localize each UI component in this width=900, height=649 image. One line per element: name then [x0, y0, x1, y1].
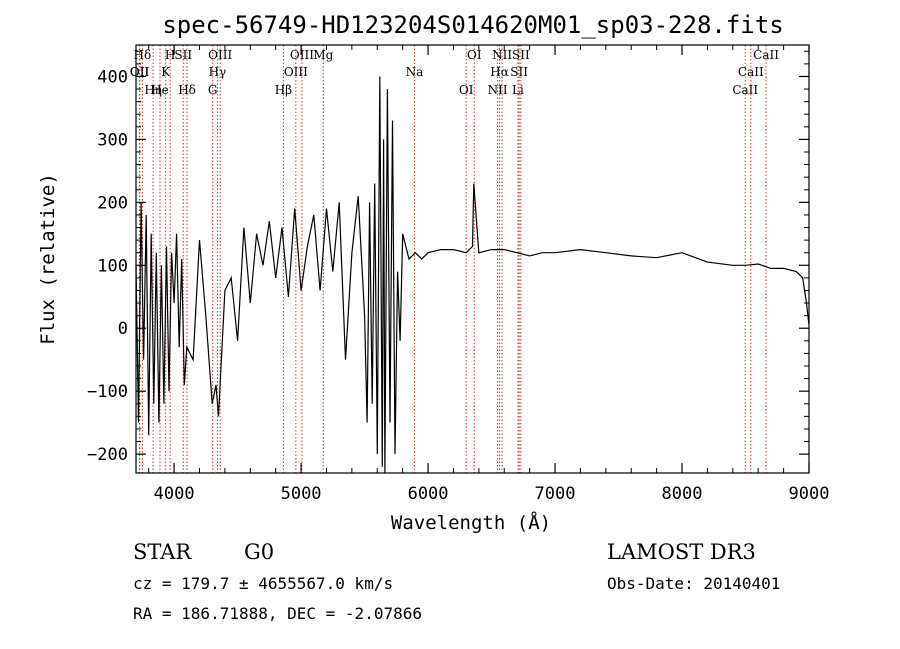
marker-label: OII	[130, 65, 150, 79]
marker-label: Mg	[313, 48, 333, 62]
x-ticks: 4000 5000 6000 7000 8000 9000	[148, 45, 830, 504]
y-tick-label: −100	[87, 382, 128, 402]
marker-label: He	[151, 83, 169, 97]
redshift-cz: cz = 179.7 ± 4655567.0 km/s	[133, 574, 393, 593]
marker-label: OI	[459, 83, 474, 97]
x-tick-label: 4000	[154, 484, 195, 504]
obs-date: Obs-Date: 20140401	[607, 574, 780, 593]
marker-label: OI	[467, 48, 482, 62]
marker-label: NII	[488, 83, 508, 97]
x-tick-label: 9000	[789, 484, 830, 504]
marker-label: Na	[406, 65, 424, 79]
marker-label: NII	[492, 48, 512, 62]
plot-frame	[135, 44, 810, 474]
line-markers	[138, 45, 767, 473]
marker-label: OIII	[284, 65, 308, 79]
marker-label: Hα	[490, 65, 509, 79]
marker-label: Hγ	[209, 65, 227, 79]
x-axis-label: Wavelength (Å)	[391, 511, 551, 534]
ra-dec: RA = 186.71888, DEC = -2.07866	[133, 604, 422, 623]
marker-label: Hη	[144, 83, 162, 97]
x-tick-label: 6000	[408, 484, 449, 504]
y-tick-label: 200	[97, 193, 128, 213]
marker-label: SII	[174, 48, 192, 62]
y-tick-label: 300	[97, 130, 128, 150]
line-marker-labels: HδKHδOIIIHγGOIIIOIIIHβMgNaOIOIHαNIINIISI…	[130, 48, 779, 97]
marker-label: Hβ	[275, 83, 292, 97]
marker-label: OIII	[208, 48, 232, 62]
x-tick-label: 5000	[281, 484, 322, 504]
x-tick-label: 8000	[662, 484, 703, 504]
marker-label: K	[161, 65, 171, 79]
x-tick-label: 7000	[535, 484, 576, 504]
y-tick-label: 400	[97, 67, 128, 87]
marker-label: Li	[512, 83, 524, 97]
y-tick-label: 0	[118, 319, 128, 339]
y-tick-label: −200	[87, 445, 128, 465]
marker-label: H	[165, 48, 175, 62]
marker-label: SII	[510, 65, 528, 79]
marker-label: OIII	[290, 48, 314, 62]
marker-label: Hδ	[178, 83, 196, 97]
chart-title: spec-56749-HD123204S014620M01_sp03-228.f…	[162, 11, 783, 39]
spectrum-line	[135, 76, 810, 474]
y-ticks: −200 −100 0 100 200 300 400	[87, 50, 809, 465]
y-tick-label: 100	[97, 256, 128, 276]
marker-label: SII	[512, 48, 530, 62]
marker-label: CaII	[753, 48, 779, 62]
marker-label: G	[208, 83, 218, 97]
object-class: STAR	[133, 540, 192, 564]
marker-label: OII	[130, 65, 150, 79]
marker-label: CaII	[732, 83, 758, 97]
marker-label: CaII	[738, 65, 764, 79]
survey-name: LAMOST DR3	[607, 540, 756, 564]
object-subclass: G0	[244, 540, 274, 564]
y-axis-label: Flux (relative)	[37, 173, 59, 345]
